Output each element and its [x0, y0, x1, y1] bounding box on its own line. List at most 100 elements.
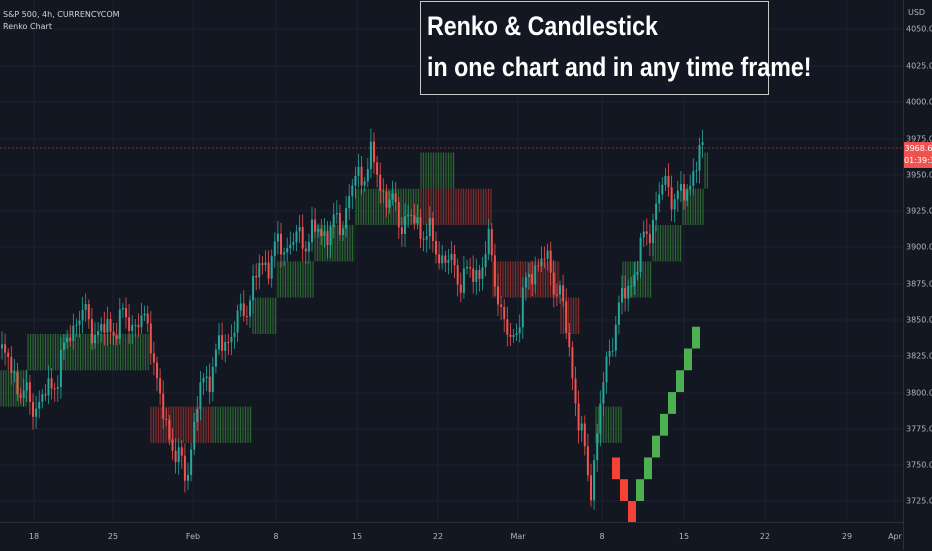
- candle-body: [4, 344, 7, 353]
- candle-body: [264, 262, 267, 266]
- symbol-legend[interactable]: S&P 500, 4h, CURRENCYCOM Renko Chart: [3, 9, 120, 33]
- candle-body: [664, 175, 667, 185]
- candle-body: [78, 320, 81, 325]
- time-tick-label: 29: [841, 532, 853, 541]
- candle-body: [695, 170, 698, 172]
- candle-body: [515, 333, 518, 335]
- candle-body: [32, 401, 34, 417]
- candle-body: [131, 325, 134, 332]
- candle-body: [478, 269, 481, 279]
- time-tick-label: 15: [678, 532, 690, 541]
- candle-body: [342, 228, 344, 236]
- candle-body: [311, 219, 313, 243]
- time-tick-label: Apr: [888, 532, 902, 541]
- candle-body: [84, 304, 87, 310]
- time-tick-label: 8: [273, 532, 279, 541]
- renko-box: [684, 348, 692, 371]
- price-tick-label: 3900.0: [906, 242, 932, 252]
- renko-box: [620, 479, 628, 501]
- currency-label[interactable]: USD: [908, 8, 926, 17]
- price-tick-label: 4025.0: [906, 61, 932, 71]
- candle-body: [444, 255, 447, 263]
- candle-body: [177, 447, 180, 463]
- candle-body: [391, 193, 394, 200]
- candle-body: [453, 254, 456, 266]
- candle-body: [369, 141, 372, 170]
- candle-body: [286, 248, 289, 253]
- candle-body: [397, 202, 400, 228]
- candle-body: [289, 244, 292, 249]
- candle-body: [679, 184, 682, 191]
- candle-body: [22, 390, 25, 398]
- chart-area[interactable]: S&P 500, 4h, CURRENCYCOM Renko Chart Ren…: [0, 0, 903, 522]
- time-tick-label: 22: [432, 532, 444, 541]
- candle-body: [109, 319, 112, 332]
- candle-body: [676, 190, 679, 200]
- candle-body: [614, 324, 617, 351]
- candle-body: [242, 303, 245, 316]
- candle-body: [407, 214, 410, 217]
- price-chart[interactable]: [0, 0, 903, 522]
- price-axis[interactable]: USD 4050.0 4025.0 4000.0 3975.0 3950.0 3925.0…: [903, 0, 932, 550]
- candle-body: [459, 284, 462, 293]
- candle-body: [174, 450, 177, 463]
- candle-body: [574, 378, 577, 404]
- candle-body: [100, 324, 103, 332]
- price-tick-label: 3950.0: [906, 170, 932, 180]
- candle-body: [388, 199, 391, 208]
- candle-body: [596, 433, 599, 461]
- candle-body: [72, 325, 75, 342]
- candle-body: [652, 219, 654, 244]
- candle-body: [125, 307, 127, 318]
- renko-box: [692, 326, 700, 349]
- candle-body: [419, 217, 422, 239]
- candle-body: [633, 274, 636, 286]
- renko-boxes: [612, 326, 700, 522]
- candle-body: [450, 254, 453, 261]
- candle-body: [431, 218, 434, 242]
- candle-body: [475, 269, 478, 282]
- candle-body: [261, 263, 264, 266]
- renko-box: [652, 435, 660, 458]
- time-tick-label: 18: [28, 532, 40, 541]
- candle-body: [698, 144, 701, 171]
- renko-band: [560, 297, 580, 334]
- candle-body: [410, 214, 413, 216]
- candle-body: [639, 237, 642, 272]
- banner-subtitle: in one chart and in any time frame!: [427, 52, 812, 82]
- candle-body: [273, 241, 276, 257]
- candle-body: [168, 419, 171, 440]
- candle-body: [373, 141, 375, 163]
- candle-body: [304, 248, 307, 252]
- candle-body: [1, 344, 3, 349]
- candle-body: [472, 268, 475, 282]
- candle-body: [627, 285, 630, 299]
- candle-body: [283, 252, 286, 255]
- candle-body: [208, 376, 211, 393]
- candle-body: [35, 408, 38, 417]
- candle-body: [329, 226, 332, 245]
- candle-body: [586, 446, 589, 476]
- candle-body: [190, 449, 193, 475]
- candle-body: [413, 215, 416, 224]
- candle-body: [621, 287, 623, 303]
- candle-body: [648, 233, 651, 244]
- symbol-title[interactable]: S&P 500, 4h, CURRENCYCOM: [3, 10, 120, 19]
- time-axis[interactable]: 18 25 Feb 8 15 22 Mar 8 15 22 29 Apr: [0, 522, 903, 551]
- candle-body: [137, 324, 140, 328]
- candle-body: [568, 332, 571, 348]
- renko-box: [660, 413, 668, 436]
- candle-body: [317, 229, 320, 232]
- candle-body: [69, 337, 72, 342]
- candle-body: [214, 349, 217, 367]
- candle-body: [642, 231, 645, 238]
- candle-body: [298, 226, 301, 232]
- candle-body: [53, 388, 56, 390]
- candle-body: [118, 309, 121, 339]
- candle-body: [484, 254, 487, 268]
- candle-body: [503, 306, 506, 320]
- candle-body: [345, 208, 348, 229]
- candle-body: [438, 254, 441, 264]
- indicator-title[interactable]: Renko Chart: [3, 22, 52, 31]
- candle-body: [645, 231, 648, 234]
